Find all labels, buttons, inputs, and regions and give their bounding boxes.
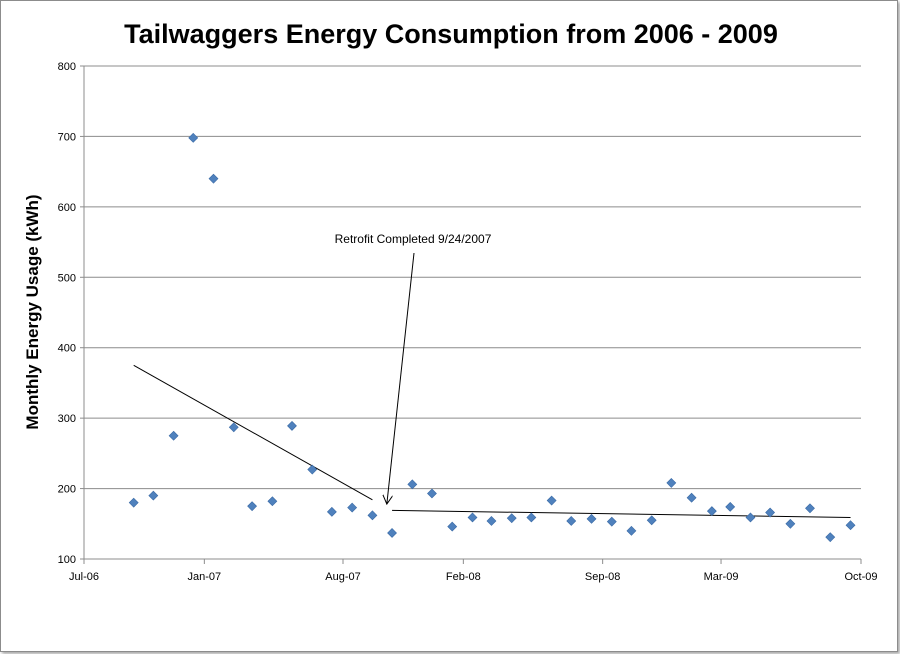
data-point bbox=[287, 420, 297, 431]
data-point bbox=[447, 521, 458, 532]
y-tick-label: 300 bbox=[58, 413, 76, 425]
data-point bbox=[387, 528, 397, 538]
data-point bbox=[228, 422, 239, 433]
data-point bbox=[725, 501, 736, 512]
y-tick-label: 500 bbox=[58, 272, 76, 284]
y-tick-label: 100 bbox=[58, 554, 76, 566]
data-point bbox=[745, 512, 756, 523]
annotation: Retrofit Completed 9/24/2007 bbox=[335, 232, 492, 504]
trendline bbox=[133, 364, 373, 501]
y-tick-label: 600 bbox=[58, 202, 76, 214]
data-point bbox=[706, 506, 717, 517]
x-tick-label: Jan-07 bbox=[188, 571, 222, 583]
data-point bbox=[606, 516, 617, 527]
y-axis-label: Monthly Energy Usage (kWh) bbox=[23, 194, 42, 429]
data-point bbox=[765, 507, 776, 518]
data-point bbox=[247, 501, 258, 512]
data-point bbox=[467, 512, 478, 523]
x-tick-label: Mar-09 bbox=[704, 571, 739, 583]
data-point bbox=[646, 515, 657, 526]
data-point bbox=[188, 132, 199, 143]
annotation-text: Retrofit Completed 9/24/2007 bbox=[335, 232, 492, 246]
data-point bbox=[128, 497, 139, 508]
data-point bbox=[347, 502, 358, 513]
chart-title: Tailwaggers Energy Consumption from 2006… bbox=[124, 19, 778, 49]
data-point bbox=[666, 478, 677, 488]
y-tick-label: 400 bbox=[58, 343, 76, 355]
data-point bbox=[407, 479, 418, 490]
data-point bbox=[785, 518, 796, 529]
data-point bbox=[566, 516, 577, 526]
data-point bbox=[208, 173, 219, 184]
data-point bbox=[845, 520, 856, 531]
data-point bbox=[805, 503, 815, 514]
data-point bbox=[486, 516, 497, 526]
x-tick-label: Oct-09 bbox=[844, 571, 877, 583]
x-tick-label: Aug-07 bbox=[325, 571, 360, 583]
data-point bbox=[526, 512, 537, 523]
y-tick-label: 800 bbox=[58, 61, 76, 73]
trendlines bbox=[133, 364, 851, 518]
data-point bbox=[626, 525, 637, 536]
x-tick-label: Jul-06 bbox=[69, 571, 99, 583]
y-tick-label: 200 bbox=[58, 484, 76, 496]
trendline bbox=[392, 509, 851, 518]
axes: 100 200 300 400 500 600 700 800 Jul-06 Jan-07 Aug-… bbox=[58, 61, 878, 583]
data-point bbox=[506, 513, 517, 524]
data-point bbox=[307, 464, 318, 475]
data-point bbox=[267, 496, 278, 507]
data-point bbox=[546, 495, 557, 506]
x-tick-label: Sep-08 bbox=[585, 571, 620, 583]
data-point bbox=[427, 488, 437, 499]
data-point bbox=[326, 506, 337, 517]
data-point bbox=[586, 513, 597, 524]
data-point bbox=[168, 430, 179, 441]
x-tick-label: Feb-08 bbox=[446, 571, 481, 583]
gridlines bbox=[84, 65, 861, 490]
y-tick-label: 700 bbox=[58, 131, 76, 143]
data-point bbox=[367, 510, 378, 521]
data-point bbox=[825, 532, 836, 543]
annotation-arrow bbox=[387, 252, 415, 504]
data-points bbox=[128, 132, 856, 543]
data-point bbox=[686, 492, 697, 503]
data-point bbox=[148, 490, 159, 501]
